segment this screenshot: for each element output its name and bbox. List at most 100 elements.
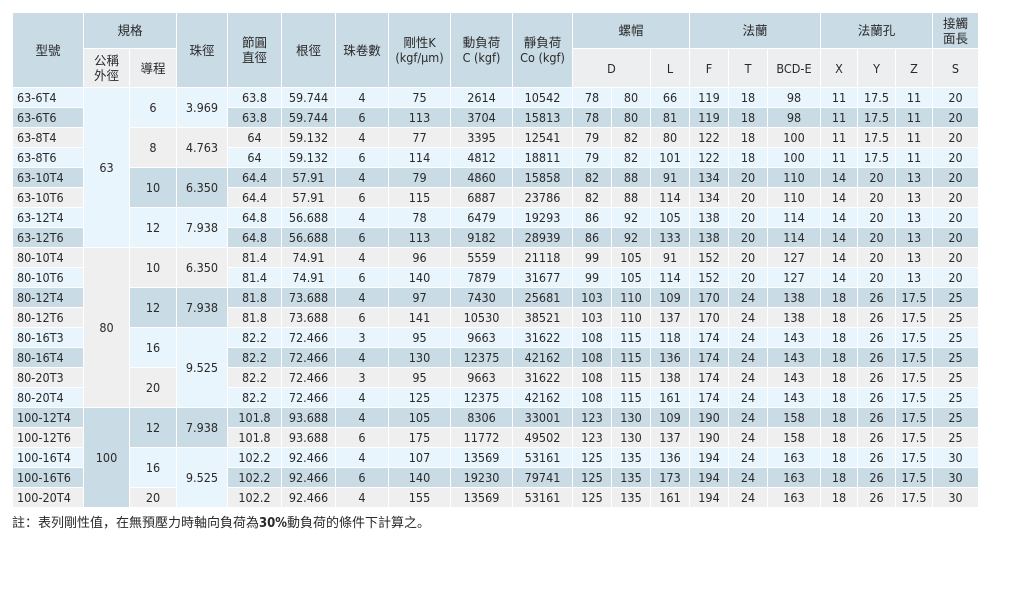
nut-l-cell: 101 [650, 147, 690, 168]
turns-cell: 6 [335, 147, 389, 168]
root-cell: 92.466 [281, 447, 336, 468]
flange-bcd-cell: 98 [767, 107, 821, 128]
nut-l-cell: 114 [650, 267, 690, 288]
hole-x-cell: 14 [820, 167, 858, 188]
hole-z-cell: 17.5 [895, 467, 933, 488]
hole-x-cell: 11 [820, 127, 858, 148]
table-row: 100-16T6 102.2 92.466 6 140 19230 79741 125 135 1… [12, 467, 979, 488]
flange-bcd-cell: 127 [767, 267, 821, 288]
nut-d1-cell: 125 [572, 467, 612, 488]
ball-diameter-cell: 7.938 [176, 207, 228, 248]
root-cell: 73.688 [281, 307, 336, 328]
nut-l-cell: 109 [650, 287, 690, 308]
nut-l-cell: 80 [650, 127, 690, 148]
nut-d2-cell: 115 [611, 387, 651, 408]
stiffness-cell: 107 [388, 447, 451, 468]
turns-cell: 4 [335, 87, 389, 108]
hole-z-cell: 13 [895, 187, 933, 208]
header-stiffness: 剛性K (kgf/μm) [388, 12, 451, 88]
table-header: 型號 規格 珠徑 節圓 直徑 根徑 珠卷數 剛性K (kgf/μm) 動負荷 C… [12, 12, 979, 88]
nut-d1-cell: 86 [572, 227, 612, 248]
contact-s-cell: 20 [932, 167, 979, 188]
contact-s-cell: 25 [932, 387, 979, 408]
dynamic-load-cell: 3704 [450, 107, 513, 128]
pcd-cell: 82.2 [227, 387, 282, 408]
lead-cell: 20 [129, 367, 177, 408]
turns-cell: 6 [335, 187, 389, 208]
header-flange: 法蘭 [689, 12, 821, 49]
hole-y-cell: 26 [857, 407, 896, 428]
nut-d2-cell: 110 [611, 307, 651, 328]
table-row: 80-16T4 82.2 72.466 4 130 12375 42162 108 115 136… [12, 347, 979, 368]
nut-d1-cell: 79 [572, 147, 612, 168]
table-row: 63-10T6 64.4 57.91 6 115 6887 23786 82 88 114 134 2… [12, 187, 979, 208]
dynamic-load-cell: 9663 [450, 327, 513, 348]
table-row: 80-20T3 20 82.2 72.466 3 95 9663 31622 108 115 138… [12, 367, 979, 408]
hole-y-cell: 20 [857, 187, 896, 208]
flange-t-cell: 24 [728, 307, 768, 328]
table-row: 63-12T4 12 7.938 64.8 56.688 4 78 6479 19293 86 92… [12, 207, 979, 248]
static-load-cell: 33001 [512, 407, 573, 428]
dynamic-load-cell: 13569 [450, 487, 513, 508]
flange-bcd-cell: 110 [767, 187, 821, 208]
turns-cell: 4 [335, 447, 389, 468]
nut-d1-cell: 79 [572, 127, 612, 148]
static-load-cell: 21118 [512, 247, 573, 268]
nut-d1-cell: 99 [572, 247, 612, 268]
contact-s-cell: 20 [932, 247, 979, 268]
ball-diameter-cell: 7.938 [176, 287, 228, 328]
flange-bcd-cell: 138 [767, 307, 821, 328]
nut-l-cell: 114 [650, 187, 690, 208]
nominal-diameter-cell: 63 [83, 87, 130, 248]
pcd-cell: 64.8 [227, 227, 282, 248]
header-F: F [689, 48, 729, 88]
nut-d2-cell: 92 [611, 227, 651, 248]
nut-l-cell: 173 [650, 467, 690, 488]
flange-bcd-cell: 143 [767, 367, 821, 388]
flange-f-cell: 134 [689, 167, 729, 188]
flange-t-cell: 24 [728, 327, 768, 348]
table-row: 80-12T6 81.8 73.688 6 141 10530 38521 103 110 137… [12, 307, 979, 328]
flange-t-cell: 24 [728, 367, 768, 388]
flange-bcd-cell: 158 [767, 427, 821, 448]
hole-y-cell: 20 [857, 267, 896, 288]
table-row: 80-10T4 80 10 6.350 81.4 74.91 4 96 5559 21118 99 1… [12, 247, 979, 408]
static-load-cell: 25681 [512, 287, 573, 308]
contact-s-cell: 30 [932, 487, 979, 508]
hole-y-cell: 26 [857, 327, 896, 348]
nut-d1-cell: 125 [572, 447, 612, 468]
hole-z-cell: 17.5 [895, 347, 933, 368]
nut-l-cell: 136 [650, 347, 690, 368]
root-cell: 59.744 [281, 87, 336, 108]
contact-s-cell: 25 [932, 407, 979, 428]
root-cell: 93.688 [281, 407, 336, 428]
pcd-cell: 64.4 [227, 187, 282, 208]
nut-d1-cell: 78 [572, 107, 612, 128]
table-row: 63-8T6 64 59.132 6 114 4812 18811 79 82 101 122 18 1… [12, 147, 979, 168]
dynamic-load-cell: 5559 [450, 247, 513, 268]
dynamic-load-cell: 9663 [450, 367, 513, 388]
stiffness-cell: 155 [388, 487, 451, 508]
root-cell: 74.91 [281, 247, 336, 268]
hole-x-cell: 18 [820, 487, 858, 508]
model-cell: 63-12T4 [12, 207, 84, 228]
hole-x-cell: 18 [820, 327, 858, 348]
model-cell: 80-16T4 [12, 347, 84, 368]
stiffness-cell: 79 [388, 167, 451, 188]
dynamic-load-cell: 10530 [450, 307, 513, 328]
nut-d1-cell: 108 [572, 347, 612, 368]
lead-cell: 10 [129, 247, 177, 288]
root-cell: 93.688 [281, 427, 336, 448]
model-cell: 100-16T4 [12, 447, 84, 468]
table-row: 80-20T4 82.2 72.466 4 125 12375 42162 108 115 161… [12, 387, 979, 408]
static-load-cell: 31622 [512, 327, 573, 348]
nut-d2-cell: 88 [611, 187, 651, 208]
flange-f-cell: 152 [689, 267, 729, 288]
nut-l-cell: 136 [650, 447, 690, 468]
lead-cell: 20 [129, 487, 177, 508]
turns-cell: 3 [335, 327, 389, 348]
pcd-cell: 81.8 [227, 307, 282, 328]
flange-t-cell: 20 [728, 187, 768, 208]
header-ball: 珠徑 [176, 12, 228, 88]
hole-z-cell: 13 [895, 207, 933, 228]
